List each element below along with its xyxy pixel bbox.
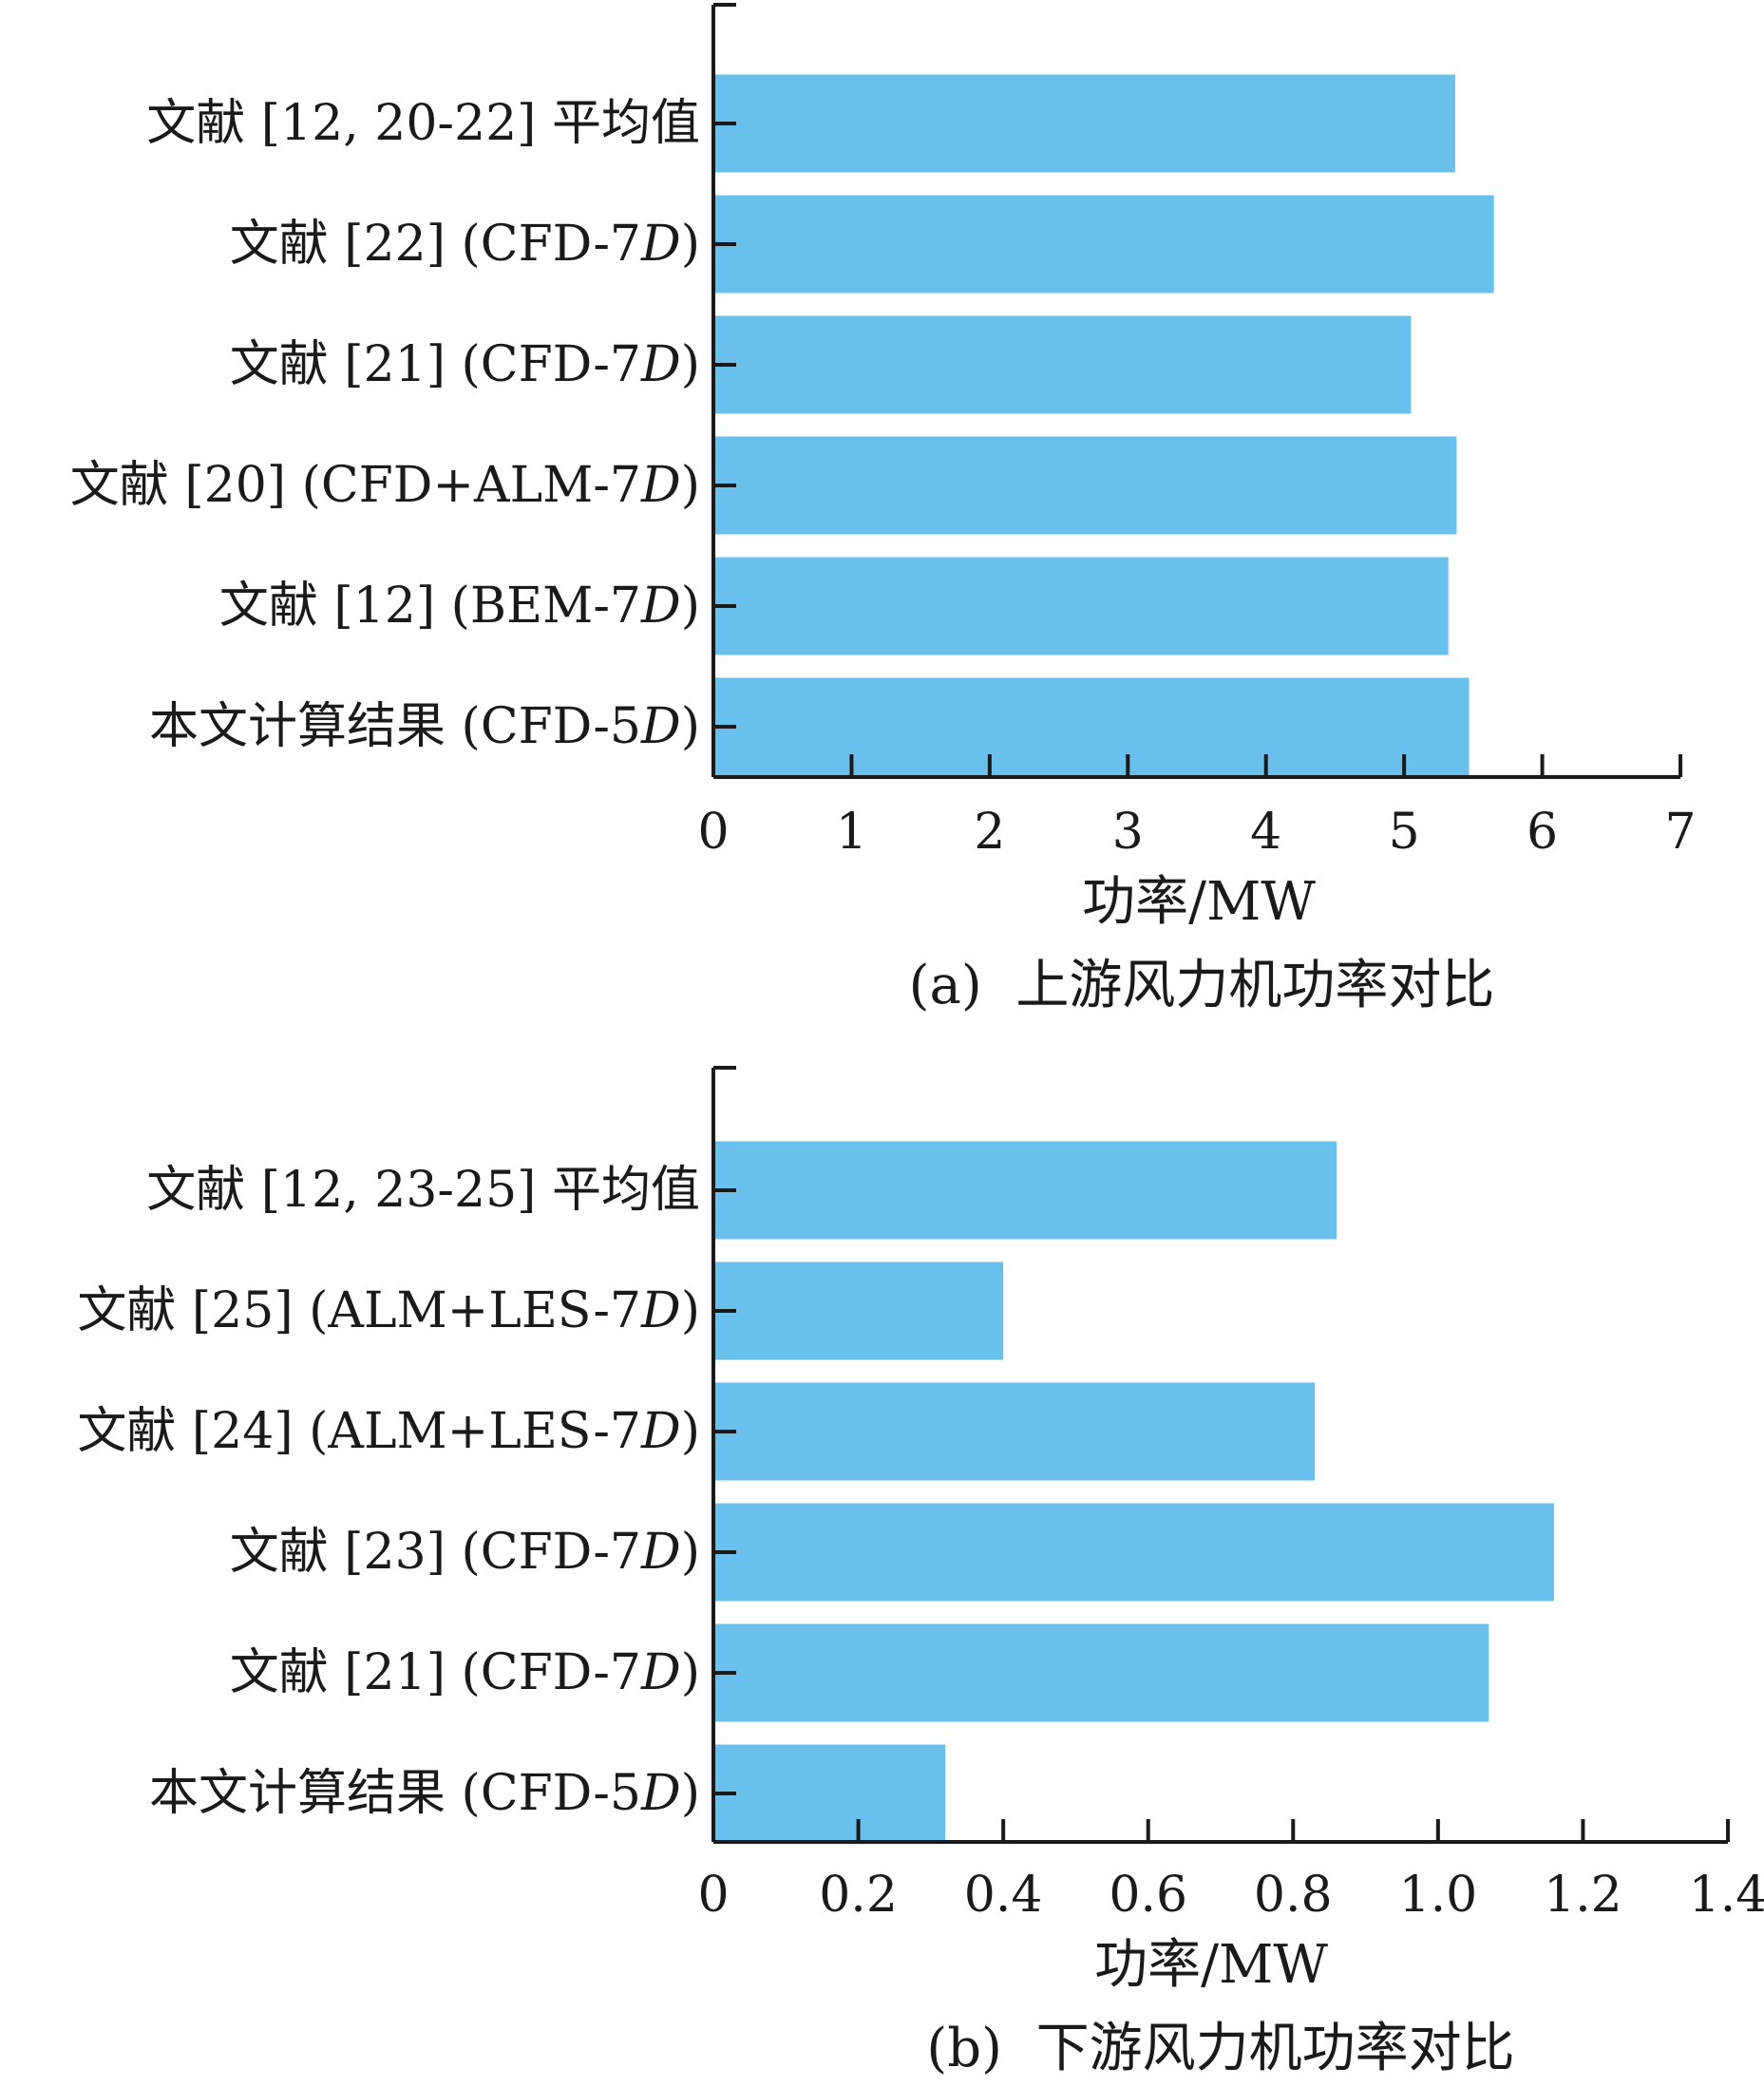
panel-a-category-label-1: 文献 [22] (CFD-7D) xyxy=(230,216,700,273)
panel-b-x-tick-label-0: 0 xyxy=(697,1867,729,1924)
panel-a-x-tick-label-6: 6 xyxy=(1527,804,1558,861)
panel-a-bars xyxy=(713,74,1494,776)
panel-b-bar-3 xyxy=(713,1503,1554,1602)
panel-a-bar-4 xyxy=(713,557,1449,655)
panel-b-bar-5 xyxy=(713,1744,946,1843)
panel-b-bar-0 xyxy=(713,1141,1337,1240)
panel-b-category-label-1: 文献 [25] (ALM+LES-7D) xyxy=(77,1282,700,1339)
panel-a-x-tick-label-5: 5 xyxy=(1389,804,1420,861)
panel-b-x-tick-label-2: 0.4 xyxy=(964,1867,1043,1924)
panel-b-x-tick-label-3: 0.6 xyxy=(1109,1867,1187,1924)
panel-a-bar-1 xyxy=(713,195,1494,294)
panel-a-axes xyxy=(711,3,1682,779)
panel-b-category-label-4: 文献 [21] (CFD-7D) xyxy=(230,1644,700,1701)
panel-a-x-axis-label: 功率/MW xyxy=(1082,871,1316,933)
panel-b-category-label-5: 本文计算结果 (CFD-5D) xyxy=(149,1765,700,1822)
panel-b-axes xyxy=(711,1066,1730,1844)
panel-b-x-axis-label: 功率/MW xyxy=(1094,1934,1328,1996)
panel-a-x-tick-label-1: 1 xyxy=(836,804,867,861)
panel-b-category-label-2: 文献 [24] (ALM+LES-7D) xyxy=(77,1403,700,1460)
panel-b-bar-4 xyxy=(713,1623,1489,1722)
panel-a-caption: (a) 上游风力机功率对比 xyxy=(909,955,1495,1016)
panel-b-category-label-3: 文献 [23] (CFD-7D) xyxy=(230,1524,700,1581)
panel-a-category-label-0: 文献 [12, 20-22] 平均值 xyxy=(146,95,700,152)
panel-a-x-tick-label-0: 0 xyxy=(697,804,729,861)
panel-b-x-tick-label-1: 0.2 xyxy=(819,1867,898,1924)
panel-a-bar-2 xyxy=(713,315,1412,414)
panel-b-bar-1 xyxy=(713,1262,1004,1360)
panel-a-category-label-3: 文献 [20] (CFD+ALM-7D) xyxy=(70,457,700,514)
panel-a-bar-3 xyxy=(713,436,1457,535)
panel-b-x-tick-label-5: 1.0 xyxy=(1399,1867,1478,1924)
panel-b-x-tick-label-6: 1.2 xyxy=(1544,1867,1622,1924)
panel-a-x-tick-label-7: 7 xyxy=(1664,804,1696,861)
panel-a-x-tick-label-3: 3 xyxy=(1112,804,1144,861)
panel-a-x-tick-label-4: 4 xyxy=(1250,804,1281,861)
panel-a-bar-5 xyxy=(713,677,1470,776)
panel-a-bar-0 xyxy=(713,74,1455,173)
panel-b-x-tick-label-4: 0.8 xyxy=(1254,1867,1333,1924)
panel-a-category-label-5: 本文计算结果 (CFD-5D) xyxy=(149,698,700,755)
panel-a-tick-labels: 0 1 2 3 4 5 6 7 xyxy=(697,804,1696,861)
panel-b-category-label-0: 文献 [12, 23-25] 平均值 xyxy=(146,1162,700,1219)
panel-b-bars xyxy=(713,1141,1554,1843)
panel-b-bar-2 xyxy=(713,1382,1316,1481)
panel-a-category-label-4: 文献 [12] (BEM-7D) xyxy=(219,578,700,635)
panel-b-x-tick-label-7: 1.4 xyxy=(1689,1867,1764,1924)
panel-b-tick-labels: 0 0.2 0.4 0.6 0.8 1.0 1.2 1.4 xyxy=(697,1867,1764,1924)
panel-a-x-tick-label-2: 2 xyxy=(974,804,1005,861)
panel-a-category-label-2: 文献 [21] (CFD-7D) xyxy=(230,336,700,393)
panel-b-caption: (b) 下游风力机功率对比 xyxy=(926,2018,1514,2079)
